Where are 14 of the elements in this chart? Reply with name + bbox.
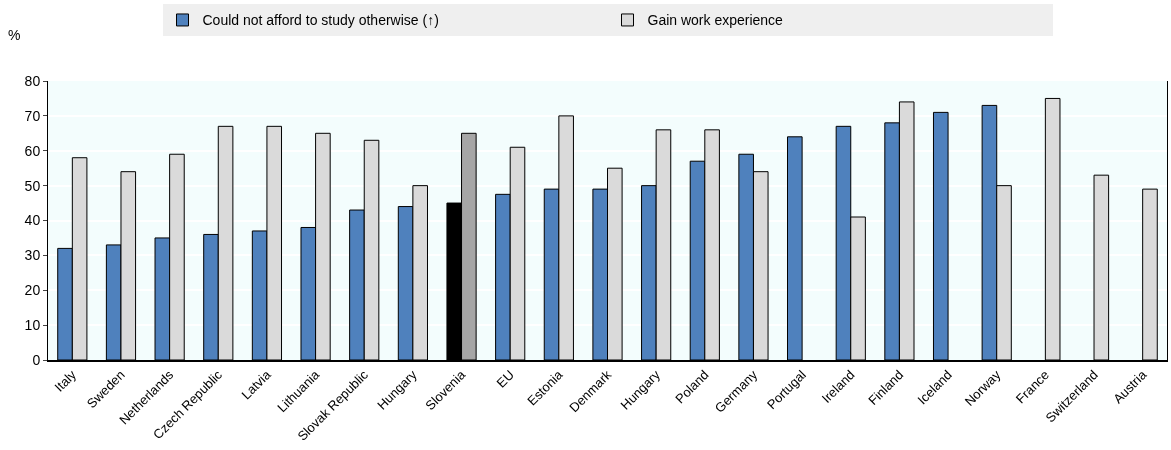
y-tick-label: 60	[24, 142, 41, 159]
y-tick-label: 80	[24, 72, 41, 89]
y-tick-label: 30	[24, 247, 41, 264]
x-tick-label: EU	[493, 367, 517, 391]
y-tick-label: 70	[24, 107, 41, 124]
y-axis-title: %	[8, 27, 21, 43]
legend-label: Could not afford to study otherwise (↑)	[202, 12, 439, 29]
x-tick-label: Italy	[51, 366, 80, 395]
legend-label: Gain work experience	[647, 12, 784, 29]
y-tick-label: 10	[24, 317, 41, 334]
y-tick-label: 20	[24, 282, 41, 299]
y-tick-label: 0	[32, 351, 41, 368]
y-tick-label: 50	[24, 177, 41, 194]
y-tick-label: 40	[24, 212, 41, 229]
